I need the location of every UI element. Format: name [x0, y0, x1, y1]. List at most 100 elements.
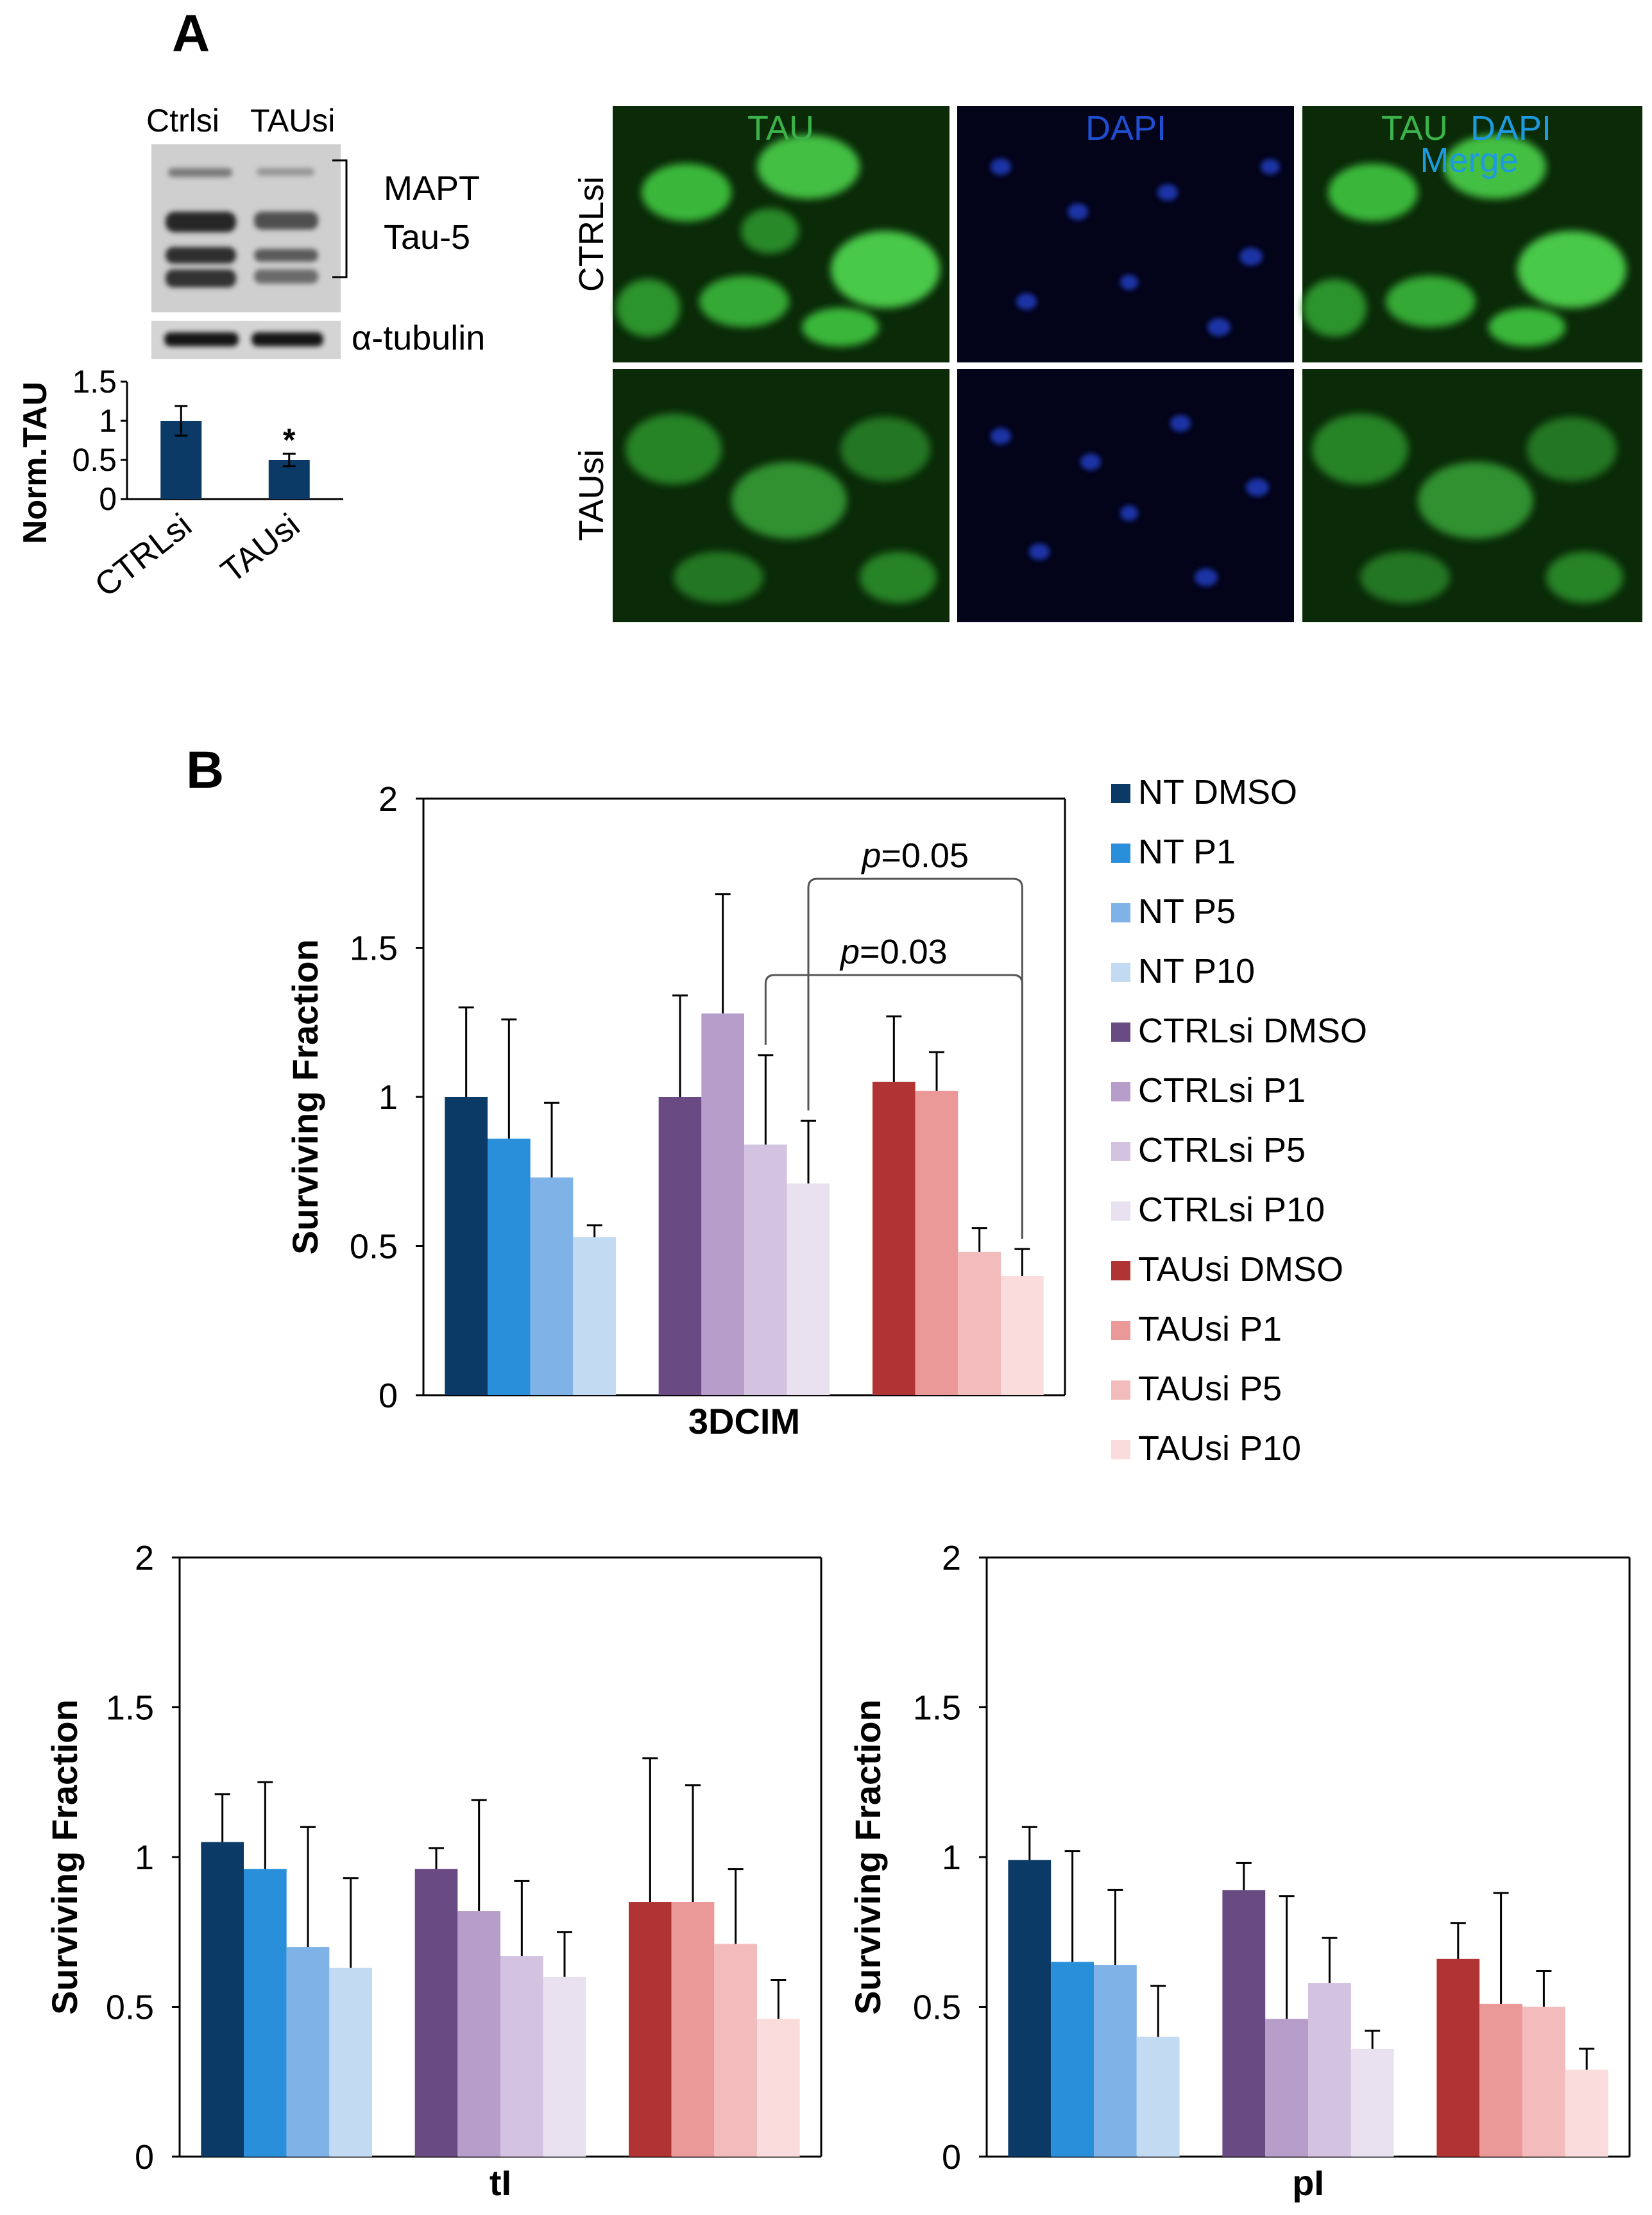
significance-bracket [807, 878, 1023, 1239]
image-dapi-ctrlsi [957, 106, 1294, 362]
y-tick-label: 0 [99, 481, 117, 517]
norm-tau-chart: 00.511.5 CTRLsi * TAUsi Norm.TAU [17, 364, 343, 604]
bar [1265, 2019, 1308, 2157]
bar [1094, 1965, 1137, 2157]
col-label-tau: TAU [747, 109, 814, 148]
bar [1565, 2069, 1608, 2157]
legend-swatch [1111, 1142, 1130, 1161]
bar [1008, 1860, 1052, 2157]
bar [915, 1091, 958, 1395]
bar [787, 1183, 830, 1395]
x-axis-title: pI [1292, 2162, 1324, 2203]
legend-label: CTRLsi P5 [1138, 1131, 1306, 1169]
legend-label: CTRLsi DMSO [1138, 1012, 1367, 1050]
bracket-label: p=0.05 [860, 836, 969, 875]
x-tick-label: TAUsi [214, 507, 307, 590]
col-label-merge: Merge [1420, 141, 1518, 180]
y-tick-label: 0.5 [72, 442, 117, 478]
p-value: =0.03 [860, 933, 948, 971]
x-axis-title: 3DCIM [688, 1401, 800, 1441]
legend-label: CTRLsi P10 [1138, 1191, 1325, 1229]
tau-bands [166, 168, 318, 287]
p-symbol: p [839, 933, 860, 971]
y-tick-label: 0.5 [913, 1989, 961, 2027]
bar [244, 1869, 287, 2157]
bar [757, 2019, 800, 2157]
bar [744, 1144, 787, 1395]
bar [414, 1869, 458, 2157]
y-tick-label: 1 [379, 1078, 398, 1117]
legend-label: CTRLsi P1 [1138, 1071, 1306, 1110]
legend-label: TAUsi P10 [1138, 1429, 1301, 1468]
bar [1308, 1983, 1351, 2157]
y-tick-label: 1 [135, 1838, 154, 1877]
significance-star: * [283, 422, 296, 458]
bar [488, 1139, 531, 1395]
y-tick-label: 2 [379, 780, 398, 819]
col-label-merge-tau: TAU [1381, 109, 1448, 148]
p-symbol: p [860, 836, 881, 875]
western-blot: Ctrlsi TAUsi MAPT Tau-5 α-tubulin [146, 103, 485, 359]
legend-swatch [1111, 1440, 1130, 1459]
legend-label: NT P10 [1138, 952, 1255, 990]
bar [201, 1842, 244, 2157]
bar [1436, 1958, 1480, 2157]
y-tick-label: 1.5 [913, 1689, 961, 1727]
y-tick-label: 1.5 [350, 929, 398, 968]
bar [714, 1944, 757, 2157]
legend-label: TAUsi DMSO [1138, 1250, 1343, 1289]
y-axis-title: Surviving Fraction [44, 1699, 85, 2015]
y-axis-title: Surviving Fraction [847, 1699, 888, 2015]
bar [629, 1902, 672, 2157]
y-axis-title: Surviving Fraction [285, 939, 325, 1255]
legend-swatch [1111, 1321, 1130, 1340]
legend-swatch [1111, 1082, 1130, 1101]
legend-swatch [1111, 1023, 1130, 1042]
chart-tl: 0 0.5 1 1.5 2 tI Surviving Fraction [44, 1539, 822, 2203]
bar [1479, 2003, 1522, 2157]
lane-label-tausi: TAUsi [250, 103, 335, 139]
legend-swatch [1111, 1380, 1130, 1400]
legend-label: TAUsi P1 [1138, 1310, 1282, 1348]
legend-swatch [1111, 844, 1130, 863]
y-tick-label: 2 [135, 1539, 154, 1577]
bar [671, 1902, 715, 2157]
loading-control-label: α-tubulin [352, 319, 485, 357]
bar [286, 1947, 330, 2157]
row-label-ctrlsi: CTRLsi [572, 176, 611, 292]
y-tick-label: 2 [942, 1539, 961, 1577]
y-tick-label: 0 [135, 2138, 154, 2177]
band-label-tau5: Tau-5 [384, 218, 470, 257]
chart-pl: 0 0.5 1 1.5 2 pI Surviving Fraction [847, 1539, 1631, 2203]
y-tick-label: 0.5 [350, 1228, 398, 1266]
bar [1350, 2048, 1394, 2157]
image-dapi-tausi [957, 369, 1294, 622]
y-tick-label: 0.5 [106, 1989, 154, 2027]
lane-label-ctrlsi: Ctrlsi [146, 103, 219, 139]
x-axis-title: tI [490, 2162, 511, 2203]
y-tick-label: 1.5 [72, 364, 117, 400]
bar [1001, 1276, 1044, 1395]
y-axis-title: Norm.TAU [17, 382, 54, 544]
legend-swatch [1111, 784, 1130, 803]
bar [543, 1976, 586, 2157]
bar [457, 1911, 500, 2157]
legend-label: NT P1 [1138, 833, 1236, 871]
micrograph-grid: TAU DAPI TAU DAPI Merge CTRLsi TAUsi [572, 106, 1642, 622]
bar [1522, 2007, 1565, 2157]
y-tick-label: 0 [379, 1377, 398, 1415]
x-tick-label: CTRLsi [88, 507, 198, 604]
bar [873, 1082, 915, 1395]
legend-label: NT DMSO [1138, 773, 1297, 811]
col-label-dapi: DAPI [1086, 109, 1166, 148]
y-tick-label: 1 [942, 1838, 961, 1877]
panel-b-label: B [186, 741, 224, 799]
band-bracket [332, 159, 348, 278]
bracket-label: p=0.03 [839, 933, 948, 971]
band-label-mapt: MAPT [384, 169, 480, 208]
legend-swatch [1111, 1201, 1130, 1221]
y-tick-label: 0 [942, 2138, 961, 2177]
bar [1136, 2037, 1180, 2157]
